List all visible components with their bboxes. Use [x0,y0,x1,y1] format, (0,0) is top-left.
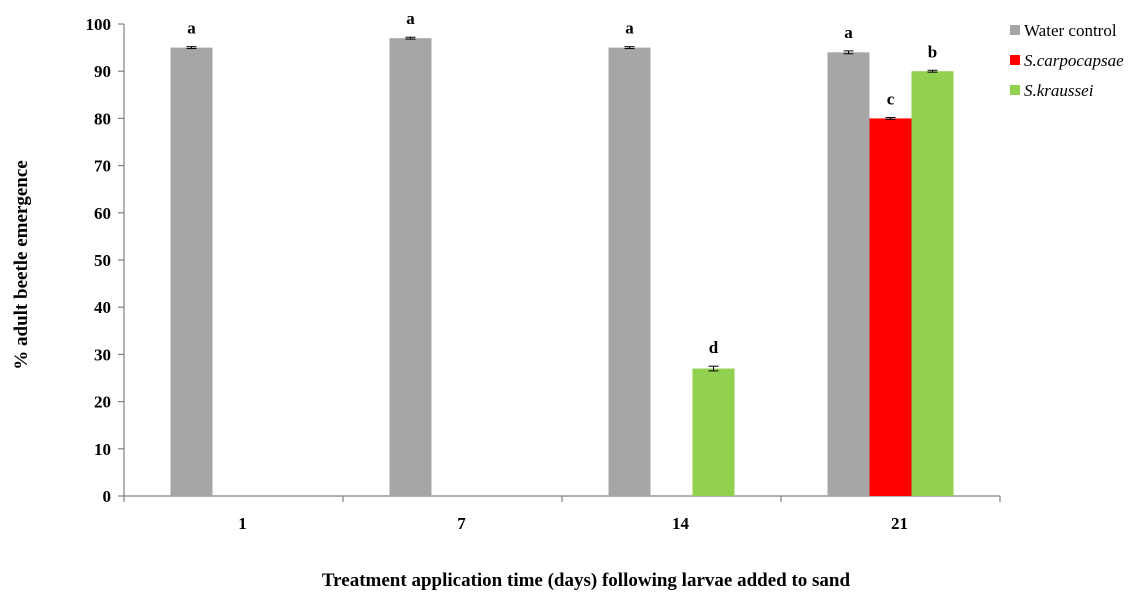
bar [869,118,912,497]
bar [170,47,213,496]
x-tick-label: 1 [238,514,247,533]
y-tick-label: 0 [103,487,112,506]
significance-label: c [887,89,895,108]
bar [692,368,735,496]
y-tick-label: 90 [94,62,111,81]
bar [827,52,870,496]
x-axis-title: Treatment application time (days) follow… [322,570,851,591]
y-tick-label: 30 [94,345,111,364]
x-tick-label: 21 [891,514,908,533]
x-axis: 1 7 14 21 [123,495,1001,533]
y-tick-label: 70 [94,157,111,176]
y-tick-label: 10 [94,440,111,459]
significance-label: a [625,19,634,38]
legend: Water control S.carpocapsae S.kraussei [1010,21,1124,100]
significance-label: a [406,9,415,28]
legend-label: S.carpocapsae [1024,51,1124,70]
significance-label: a [844,23,853,42]
bar [608,47,651,496]
y-axis-title: % adult beetle emergence [11,160,32,369]
bar [389,38,432,496]
y-tick-label: 60 [94,204,111,223]
y-tick-label: 50 [94,251,111,270]
y-tick-label: 80 [94,109,111,128]
y-tick-label: 20 [94,393,111,412]
bars: a a a a c d b [170,9,954,497]
significance-label: d [709,338,719,357]
significance-label: b [928,42,937,61]
legend-swatch [1010,25,1020,35]
legend-swatch [1010,85,1020,95]
legend-label: Water control [1024,21,1117,40]
y-axis: 0 10 20 30 40 50 60 70 80 90 100 [86,15,125,506]
x-tick-label: 14 [672,514,690,533]
legend-label: S.kraussei [1024,81,1094,100]
bar [911,71,954,496]
legend-swatch [1010,55,1020,65]
y-tick-label: 40 [94,298,111,317]
significance-label: a [187,19,196,38]
x-tick-label: 7 [457,514,466,533]
y-tick-label: 100 [86,15,112,34]
